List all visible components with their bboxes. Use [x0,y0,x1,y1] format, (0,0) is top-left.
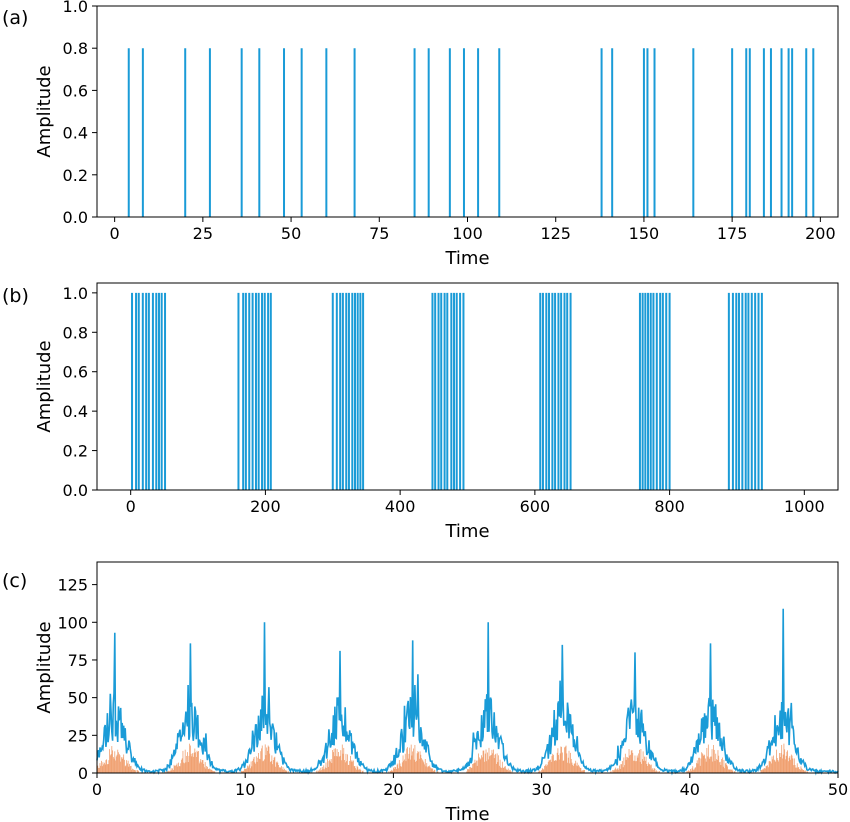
x-tick-label: 10 [235,780,255,799]
y-axis-label: Amplitude [34,621,55,713]
x-tick-label: 600 [520,497,551,516]
x-tick-label: 100 [452,224,483,243]
y-tick-label: 0.6 [63,363,88,382]
y-tick-label: 75 [68,651,88,670]
plot-frame [97,6,838,217]
y-axis-label: Amplitude [34,65,55,157]
y-tick-label: 0.8 [63,39,88,58]
panel-b: (b) 0 200 400 600 800 1000 0.0 0.2 0.4 0.6 0.8 1.0 Ti… [2,283,838,542]
x-axis-label: Time [444,521,489,542]
x-tick-label: 25 [193,224,213,243]
x-tick-label: 40 [680,780,700,799]
panel-label: (b) [2,285,29,307]
x-tick-label: 0 [126,497,136,516]
y-tick-label: 0.8 [63,323,88,342]
y-tick-label: 125 [57,576,88,595]
panel-c: (c) 0 10 20 30 40 50 0 25 50 75 100 125 Time Amplitude [2,562,848,822]
panel-label: (c) [2,570,27,592]
panel-a: (a) 0 25 50 75 100 125 150 175 200 0.0 0.2 0.4 0.6 0.8… [2,0,838,269]
x-tick-label: 400 [385,497,416,516]
y-tick-label: 0.4 [63,124,88,143]
x-tick-label: 800 [654,497,685,516]
x-tick-label: 50 [281,224,301,243]
x-tick-label: 150 [629,224,660,243]
plot-frame [97,562,838,773]
x-tick-label: 75 [369,224,389,243]
y-tick-label: 0.0 [63,208,88,227]
y-tick-label: 25 [68,726,88,745]
x-tick-label: 50 [828,780,848,799]
y-tick-label: 0.6 [63,81,88,100]
x-axis-label: Time [444,248,489,269]
x-tick-label: 200 [250,497,281,516]
x-tick-label: 175 [717,224,748,243]
x-axis-label: Time [444,804,489,822]
y-tick-label: 50 [68,689,88,708]
y-tick-label: 0.2 [63,166,88,185]
y-axis-label: Amplitude [34,340,55,432]
y-tick-label: 0 [78,764,88,783]
x-tick-label: 20 [383,780,403,799]
x-tick-label: 125 [540,224,571,243]
x-tick-label: 0 [92,780,102,799]
y-tick-label: 0.4 [63,402,88,421]
x-tick-label: 30 [531,780,551,799]
x-tick-label: 1000 [784,497,825,516]
envelope-series-line [97,609,838,773]
panel-label: (a) [2,7,28,29]
plot-frame [97,283,838,490]
x-tick-label: 0 [110,224,120,243]
y-tick-label: 100 [57,613,88,632]
figure: (a)0 25 50 75 100 125 150 175 2000.00.20.40.60.8… [0,0,850,822]
y-tick-label: 1.0 [63,284,88,303]
y-tick-label: 0.2 [63,442,88,461]
x-tick-label: 200 [805,224,836,243]
y-tick-label: 0.0 [63,481,88,500]
y-tick-label: 1.0 [63,0,88,16]
